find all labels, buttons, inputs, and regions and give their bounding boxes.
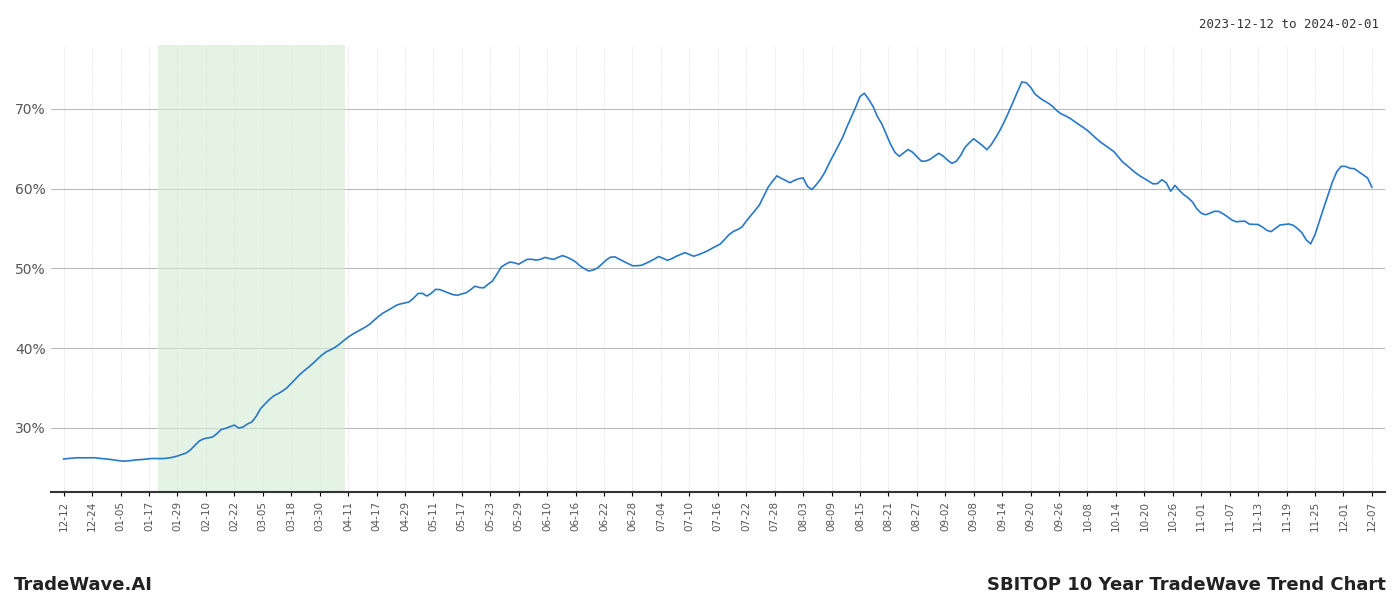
Text: 2023-12-12 to 2024-02-01: 2023-12-12 to 2024-02-01 (1198, 18, 1379, 31)
Text: TradeWave.AI: TradeWave.AI (14, 576, 153, 594)
Text: SBITOP 10 Year TradeWave Trend Chart: SBITOP 10 Year TradeWave Trend Chart (987, 576, 1386, 594)
Bar (158, 45, 344, 492)
